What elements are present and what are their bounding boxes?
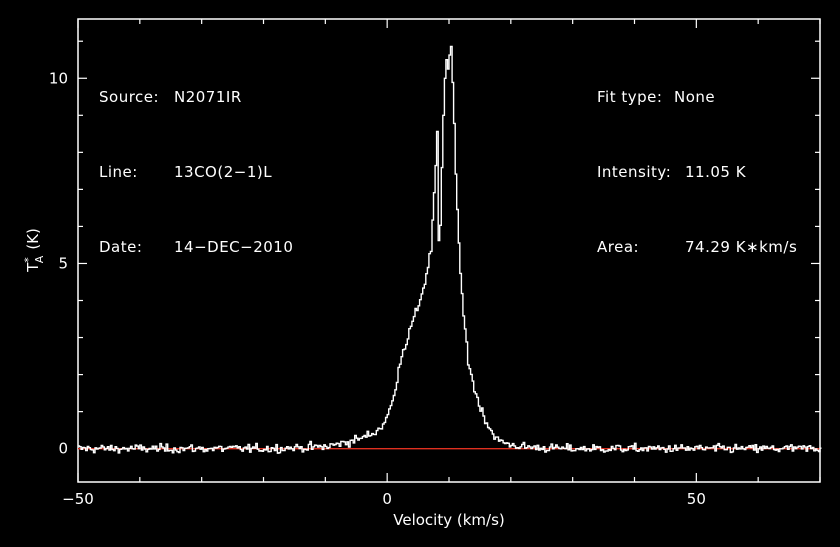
- y-axis-label-unit: (K): [24, 228, 42, 250]
- info-label: Fit type:: [597, 88, 663, 106]
- info-value: None: [674, 88, 716, 106]
- y-axis-label-sup: *: [22, 257, 35, 263]
- info-value: 11.05 K: [685, 163, 747, 181]
- x-tick-label: 50: [687, 490, 706, 508]
- info-row-date: Date: 14−DEC−2010: [99, 235, 293, 260]
- x-axis-label: Velocity (km/s): [393, 511, 504, 529]
- info-label: Intensity:: [597, 163, 672, 181]
- info-row-fit-type: Fit type: None: [597, 85, 797, 110]
- y-tick-label: 5: [58, 254, 68, 272]
- x-tick-label: 0: [382, 490, 392, 508]
- info-value: 13CO(2−1)L: [174, 163, 273, 181]
- info-left: Source: N2071IR Line: 13CO(2−1)L Date: 14−D…: [99, 35, 293, 285]
- info-row-line: Line: 13CO(2−1)L: [99, 160, 293, 185]
- y-axis-label-sub: A: [33, 255, 46, 263]
- info-right: Fit type: None Intensity: 11.05 K Area: 74.…: [597, 35, 797, 285]
- y-tick-label: 0: [58, 440, 68, 458]
- y-axis-label-main: T: [24, 262, 42, 273]
- info-value: N2071IR: [174, 88, 242, 106]
- info-label: Date:: [99, 238, 143, 256]
- y-axis-label: T*A (K): [22, 228, 46, 273]
- x-tick-label: −50: [62, 490, 94, 508]
- info-value: 74.29 K∗km/s: [685, 238, 798, 256]
- info-row-area: Area: 74.29 K∗km/s: [597, 235, 797, 260]
- y-tick-label: 10: [49, 69, 68, 87]
- tick-labels: −50 0 50 0 5 10: [49, 69, 706, 508]
- info-label: Area:: [597, 238, 640, 256]
- info-row-source: Source: N2071IR: [99, 85, 293, 110]
- svg-text:T*A(K): T*A (K): [22, 228, 46, 273]
- info-label: Line:: [99, 163, 138, 181]
- info-value: 14−DEC−2010: [174, 238, 294, 256]
- info-label: Source:: [99, 88, 160, 106]
- info-row-intensity: Intensity: 11.05 K: [597, 160, 797, 185]
- spectrum-series: [78, 45, 822, 454]
